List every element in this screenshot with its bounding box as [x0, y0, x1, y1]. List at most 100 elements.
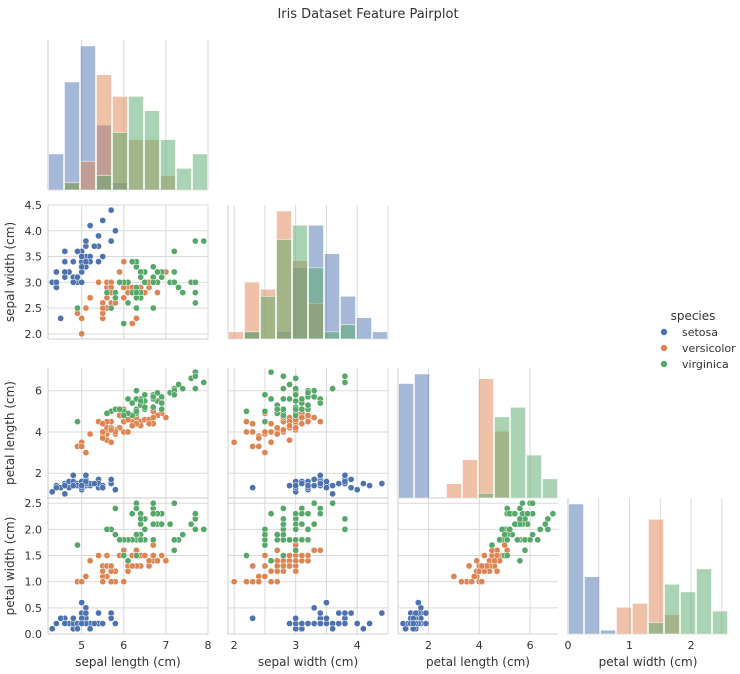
legend-marker-versicolor: [660, 344, 668, 352]
legend: species setosa versicolor virginica: [660, 309, 736, 371]
scatter-point-versicolor: [267, 428, 275, 436]
scatter-point-setosa: [298, 620, 306, 627]
scatter-point-versicolor: [310, 414, 318, 421]
scatter-point-versicolor: [86, 430, 94, 438]
scatter-point-virginica: [511, 520, 519, 528]
scatter-point-virginica: [286, 381, 293, 388]
scatter-point-setosa: [323, 478, 330, 485]
scatter-point-virginica: [280, 405, 287, 413]
scatter-point-setosa: [82, 478, 90, 485]
scatter-point-versicolor: [255, 434, 263, 442]
scatter-point-versicolor: [273, 424, 281, 432]
scatter-point-virginica: [200, 379, 208, 386]
scatter-point-setosa: [90, 480, 98, 487]
scatter-point-versicolor: [99, 567, 107, 575]
scatter-point-versicolor: [230, 578, 238, 586]
scatter-point-setosa: [360, 625, 367, 633]
scatter-point-virginica: [158, 399, 166, 407]
scatter-point-setosa: [57, 315, 64, 322]
scatter-point-versicolor: [154, 557, 161, 565]
scatter-point-setosa: [78, 253, 86, 260]
scatter-point-setosa: [78, 278, 86, 286]
scatter-point-versicolor: [120, 258, 128, 266]
x-tick-label: 4: [354, 639, 361, 652]
scatter-point-versicolor: [99, 578, 107, 586]
panel-1-0: 2.0 2.5 3.0 3.5 4.0 4.5 sepal width (cm): [3, 199, 209, 341]
scatter-point-setosa: [316, 480, 324, 487]
scatter-point-versicolor: [480, 552, 488, 559]
scatter-point-virginica: [280, 385, 287, 392]
scatter-point-virginica: [187, 520, 195, 528]
scatter-point-versicolor: [145, 420, 153, 428]
scatter-point-virginica: [506, 526, 514, 533]
y-tick-label: 2.0: [25, 523, 43, 536]
scatter-point-versicolor: [450, 573, 458, 580]
scatter-point-versicolor: [95, 552, 102, 559]
scatter-point-virginica: [192, 526, 199, 533]
hist-bar-virginica: [244, 331, 260, 340]
hist-bar-virginica: [292, 224, 308, 340]
scatter-point-versicolor: [280, 426, 287, 434]
scatter-point-virginica: [149, 536, 157, 544]
scatter-point-versicolor: [149, 414, 157, 421]
scatter-point-virginica: [149, 403, 157, 411]
scatter-point-virginica: [292, 412, 300, 419]
scatter-point-virginica: [310, 499, 318, 507]
hist-bar-setosa: [372, 331, 388, 340]
scatter-point-virginica: [137, 536, 144, 544]
scatter-point-virginica: [170, 268, 178, 276]
scatter-point-virginica: [192, 289, 199, 296]
x-tick-label: 2: [425, 639, 432, 652]
scatter-point-versicolor: [154, 289, 161, 296]
hist-bar-virginica: [160, 139, 176, 191]
hist-bar-virginica: [340, 324, 356, 340]
scatter-point-setosa: [99, 217, 107, 224]
scatter-point-virginica: [128, 510, 136, 518]
hist-bar-setosa: [414, 373, 430, 499]
scatter-point-setosa: [329, 482, 336, 489]
hist-bar-setosa: [398, 383, 414, 499]
scatter-point-setosa: [341, 478, 349, 485]
scatter-point-virginica: [124, 395, 132, 403]
scatter-point-versicolor: [116, 268, 123, 276]
y-axis-label: sepal width (cm): [3, 222, 17, 322]
scatter-point-virginica: [316, 510, 324, 518]
panel-3-0: 0.0 0.5 1.0 1.5 2.0 2.5 petal width (cm) 5 6 7 8 se…: [3, 497, 212, 669]
scatter-point-setosa: [286, 620, 293, 627]
y-tick-label: 4.0: [25, 225, 43, 238]
scatter-point-virginica: [179, 289, 187, 296]
scatter-point-virginica: [298, 536, 306, 544]
scatter-point-setosa: [249, 484, 256, 492]
scatter-point-virginica: [341, 526, 349, 533]
scatter-point-versicolor: [249, 562, 256, 570]
scatter-point-setosa: [53, 484, 60, 492]
hist-bar-virginica: [260, 296, 276, 340]
hist-bar-virginica: [308, 267, 324, 340]
scatter-point-setosa: [78, 263, 86, 271]
scatter-point-virginica: [158, 405, 166, 413]
scatter-point-setosa: [107, 206, 115, 214]
scatter-point-setosa: [414, 599, 422, 606]
scatter-point-versicolor: [162, 557, 170, 565]
scatter-point-versicolor: [280, 562, 287, 570]
scatter-point-virginica: [175, 381, 182, 388]
scatter-point-virginica: [170, 248, 178, 255]
scatter-point-virginica: [292, 510, 300, 518]
scatter-point-versicolor: [267, 438, 275, 446]
scatter-point-setosa: [347, 609, 355, 617]
scatter-point-virginica: [103, 526, 111, 533]
scatter-point-virginica: [292, 397, 300, 405]
scatter-point-virginica: [137, 515, 144, 523]
scatter-point-virginica: [261, 418, 269, 426]
scatter-point-versicolor: [128, 422, 136, 430]
scatter-point-virginica: [521, 546, 529, 554]
scatter-point-virginica: [141, 526, 149, 533]
hist-bar-versicolor: [244, 281, 260, 340]
scatter-point-setosa: [99, 620, 107, 627]
scatter-point-versicolor: [99, 420, 107, 428]
panel-2-2: [397, 368, 558, 499]
scatter-point-virginica: [112, 505, 119, 512]
scatter-point-virginica: [154, 268, 161, 276]
scatter-point-versicolor: [267, 420, 275, 428]
scatter-point-setosa: [61, 258, 69, 266]
